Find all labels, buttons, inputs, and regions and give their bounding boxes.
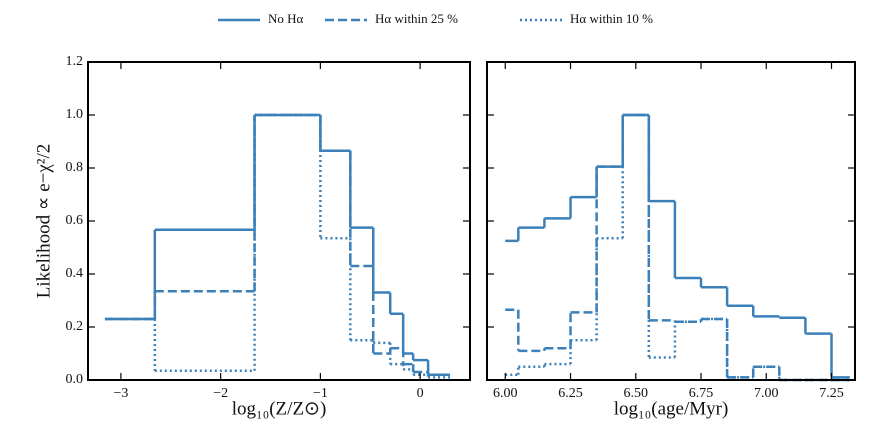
x-tick-label: 0 <box>417 386 424 401</box>
x-tick-label: 6.25 <box>558 386 583 401</box>
x-tick-label: 6.00 <box>493 386 518 401</box>
x-tick-label: −2 <box>213 386 228 401</box>
y-tick-label: 1.0 <box>66 107 84 122</box>
y-tick-label: 1.2 <box>66 54 84 69</box>
x-tick-label: 7.00 <box>754 386 779 401</box>
legend-label: Hα within 10 % <box>570 11 653 26</box>
legend-label: No Hα <box>268 11 304 26</box>
legend-label: Hα within 25 % <box>375 11 458 26</box>
y-tick-label: 0.6 <box>66 213 84 228</box>
x-tick-label: −1 <box>313 386 328 401</box>
x-axis-label: log₁₀(age/Myr) <box>614 398 729 419</box>
plot-frame <box>87 61 471 381</box>
x-tick-label: 7.25 <box>819 386 844 401</box>
plot-frame <box>486 61 856 381</box>
x-tick-label: −3 <box>113 386 128 401</box>
y-tick-label: 0.8 <box>66 160 84 175</box>
y-tick-label: 0.2 <box>66 319 84 334</box>
y-axis-label: Likelihood ∝ e−χ²/2 <box>33 144 54 299</box>
x-tick-label: 6.50 <box>624 386 649 401</box>
x-tick-label: 6.75 <box>689 386 714 401</box>
x-axis-label: log₁₀(Z/Z⊙) <box>232 398 327 419</box>
y-tick-label: 0.0 <box>66 372 84 387</box>
y-tick-label: 0.4 <box>66 266 84 281</box>
